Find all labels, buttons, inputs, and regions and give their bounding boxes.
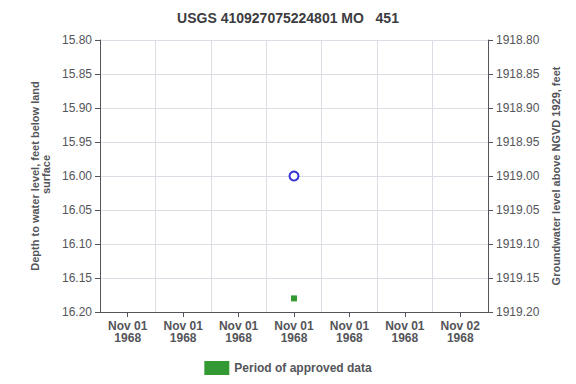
svg-text:Nov 01: Nov 01 [274,319,314,333]
svg-text:15.95: 15.95 [62,135,92,149]
svg-text:1918.90: 1918.90 [496,101,540,115]
svg-text:1968: 1968 [336,331,363,345]
svg-text:Nov 01: Nov 01 [218,319,259,333]
svg-text:1968: 1968 [225,331,252,345]
svg-text:1968: 1968 [114,331,141,345]
svg-text:Nov 02: Nov 02 [440,319,480,333]
svg-text:16.20: 16.20 [62,305,92,319]
svg-text:15.90: 15.90 [62,101,92,115]
svg-text:Depth to water level, feet bel: Depth to water level, feet below land [28,81,41,271]
svg-text:surface: surface [40,155,52,197]
svg-text:16.10: 16.10 [62,237,92,251]
svg-text:1919.15: 1919.15 [496,271,540,285]
svg-text:16.05: 16.05 [62,203,92,217]
svg-text:15.85: 15.85 [62,67,92,81]
svg-text:Nov 01: Nov 01 [108,319,148,333]
svg-text:1919.00: 1919.00 [496,169,540,183]
svg-text:Period of approved data: Period of approved data [234,361,372,375]
svg-text:16.00: 16.00 [62,169,92,183]
svg-text:1968: 1968 [170,331,197,345]
svg-text:16.15: 16.15 [62,271,92,285]
svg-text:1919.10: 1919.10 [496,237,540,251]
svg-text:USGS 410927075224801 MO 451: USGS 410927075224801 MO 451 [177,10,399,26]
svg-text:1919.05: 1919.05 [496,203,540,217]
svg-text:Nov 01: Nov 01 [385,319,425,333]
svg-text:Groundwater level above NGVD 1: Groundwater level above NGVD 1929, feet [550,66,562,285]
svg-text:Nov 01: Nov 01 [163,319,203,333]
svg-text:1968: 1968 [447,331,474,345]
svg-text:1918.80: 1918.80 [496,33,540,47]
svg-text:15.80: 15.80 [62,33,92,47]
svg-text:1968: 1968 [281,331,308,345]
svg-text:1968: 1968 [392,331,419,345]
svg-text:1919.20: 1919.20 [496,305,540,319]
svg-text:Nov 01: Nov 01 [329,319,370,333]
svg-text:1918.95: 1918.95 [496,135,540,149]
svg-text:1918.85: 1918.85 [496,67,540,81]
